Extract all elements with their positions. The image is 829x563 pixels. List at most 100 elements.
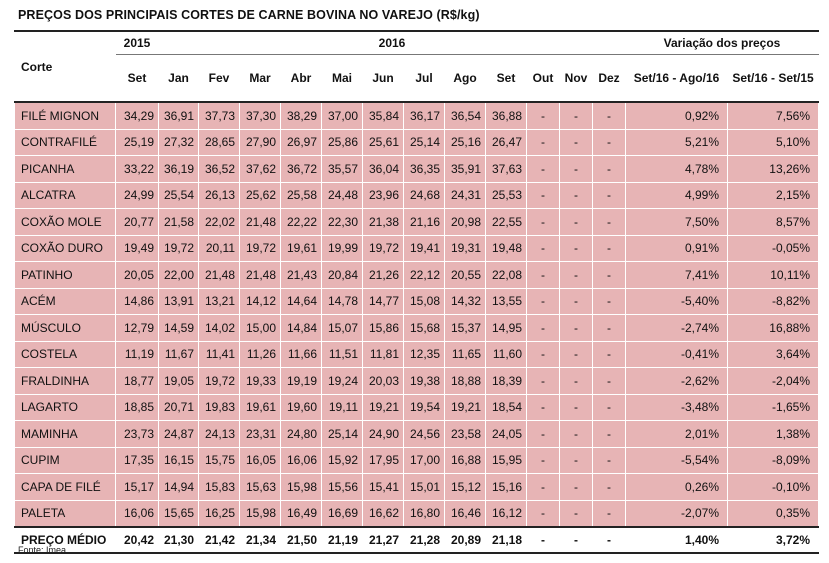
price-cell: 19,24 xyxy=(321,367,363,395)
month-header: Jun xyxy=(362,54,404,103)
price-cell: - xyxy=(592,367,626,395)
price-cell: - xyxy=(526,208,560,236)
price-cell: 15,68 xyxy=(403,314,445,342)
month-header: Jul xyxy=(403,54,445,103)
price-cell: 14,86 xyxy=(115,287,159,315)
price-cell: 24,90 xyxy=(362,420,404,448)
price-cell: 24,68 xyxy=(403,181,445,209)
variation-cell: -3,48% xyxy=(625,393,728,421)
price-cell: - xyxy=(526,340,560,368)
price-cell: 17,95 xyxy=(362,446,404,474)
price-cell: 35,84 xyxy=(362,101,404,130)
price-cell: 22,30 xyxy=(321,208,363,236)
cut-name: ACÉM xyxy=(14,287,116,315)
price-cell: 25,54 xyxy=(158,181,199,209)
table-row: PATINHO 20,05 22,00 21,48 21,48 21,43 20,84 21,… xyxy=(14,261,819,289)
price-cell: - xyxy=(592,473,626,501)
price-cell: 24,05 xyxy=(485,420,527,448)
price-cell: 15,07 xyxy=(321,314,363,342)
price-cell: 15,98 xyxy=(280,473,322,501)
price-cell: - xyxy=(559,208,593,236)
price-cell: 14,64 xyxy=(280,287,322,315)
price-cell: 17,00 xyxy=(403,446,445,474)
price-cell: 16,15 xyxy=(158,446,199,474)
price-cell: 25,61 xyxy=(362,128,404,156)
variation-cell: 1,38% xyxy=(727,420,819,448)
price-cell: - xyxy=(526,473,560,501)
price-cell: 15,56 xyxy=(321,473,363,501)
variation-cell: 5,10% xyxy=(727,128,819,156)
price-cell: 20,11 xyxy=(198,234,240,262)
price-cell: - xyxy=(526,101,560,130)
price-cell: 24,99 xyxy=(115,181,159,209)
price-cell: 19,19 xyxy=(280,367,322,395)
cut-name: PREÇO MÉDIO xyxy=(14,526,116,554)
month-header-row: Set Jan Fev Mar Abr Mai Jun Jul Ago Set Out Nov Dez S… xyxy=(15,54,819,103)
price-cell: 20,77 xyxy=(115,208,159,236)
price-cell: 16,25 xyxy=(198,499,240,528)
price-cell: 33,22 xyxy=(115,155,159,183)
price-cell: 11,60 xyxy=(485,340,527,368)
price-cell: 36,04 xyxy=(362,155,404,183)
price-cell: 19,49 xyxy=(115,234,159,262)
cut-name: COXÃO MOLE xyxy=(14,208,116,236)
price-cell: - xyxy=(592,526,626,554)
price-cell: 15,16 xyxy=(485,473,527,501)
price-cell: - xyxy=(592,287,626,315)
price-cell: 28,65 xyxy=(198,128,240,156)
price-cell: 14,12 xyxy=(239,287,281,315)
price-cell: 25,19 xyxy=(115,128,159,156)
year-2016-header: 2016 xyxy=(158,30,626,55)
price-cell: 25,58 xyxy=(280,181,322,209)
price-cell: 21,48 xyxy=(198,261,240,289)
price-cell: 22,55 xyxy=(485,208,527,236)
price-cell: - xyxy=(526,499,560,528)
price-cell: - xyxy=(592,181,626,209)
price-cell: 22,22 xyxy=(280,208,322,236)
price-cell: 21,48 xyxy=(239,261,281,289)
price-cell: 18,39 xyxy=(485,367,527,395)
table-row: ACÉM 14,86 13,91 13,21 14,12 14,64 14,78 14,77 1… xyxy=(14,287,819,315)
price-cell: 25,86 xyxy=(321,128,363,156)
price-cell: 14,77 xyxy=(362,287,404,315)
price-cell: - xyxy=(592,499,626,528)
price-cell: 13,55 xyxy=(485,287,527,315)
month-header: Out xyxy=(526,54,560,103)
price-cell: - xyxy=(526,181,560,209)
price-cell: 15,95 xyxy=(485,446,527,474)
price-cell: 19,72 xyxy=(198,367,240,395)
price-cell: - xyxy=(559,234,593,262)
month-header: Set xyxy=(115,54,159,103)
price-cell: 16,62 xyxy=(362,499,404,528)
variation-cell: -1,65% xyxy=(727,393,819,421)
cut-name: FILÉ MIGNON xyxy=(14,101,116,130)
variation-cell: 8,57% xyxy=(727,208,819,236)
price-cell: 16,69 xyxy=(321,499,363,528)
price-cell: 16,06 xyxy=(115,499,159,528)
price-cell: 22,08 xyxy=(485,261,527,289)
price-cell: 25,14 xyxy=(321,420,363,448)
price-cell: 15,12 xyxy=(444,473,486,501)
price-cell: 25,16 xyxy=(444,128,486,156)
price-cell: 13,91 xyxy=(158,287,199,315)
price-cell: 26,47 xyxy=(485,128,527,156)
price-cell: 24,31 xyxy=(444,181,486,209)
variation-cell: 3,72% xyxy=(727,526,819,554)
cut-name: COXÃO DURO xyxy=(14,234,116,262)
variation-header: Variação dos preços xyxy=(625,30,819,55)
table-row: FILÉ MIGNON 34,29 36,91 37,73 37,30 38,29 37,0… xyxy=(14,101,819,130)
year-2015-header: 2015 xyxy=(115,30,159,55)
price-cell: 19,72 xyxy=(362,234,404,262)
price-cell: 21,16 xyxy=(403,208,445,236)
price-cell: 20,03 xyxy=(362,367,404,395)
table-row: CUPIM 17,35 16,15 15,75 16,05 16,06 15,92 17,95… xyxy=(14,446,819,474)
price-cell: 11,19 xyxy=(115,340,159,368)
price-cell: 36,88 xyxy=(485,101,527,130)
price-cell: 11,81 xyxy=(362,340,404,368)
price-cell: - xyxy=(526,314,560,342)
price-cell: 20,42 xyxy=(115,526,159,554)
price-cell: - xyxy=(526,155,560,183)
price-cell: 19,60 xyxy=(280,393,322,421)
price-cell: 34,29 xyxy=(115,101,159,130)
price-cell: 23,58 xyxy=(444,420,486,448)
